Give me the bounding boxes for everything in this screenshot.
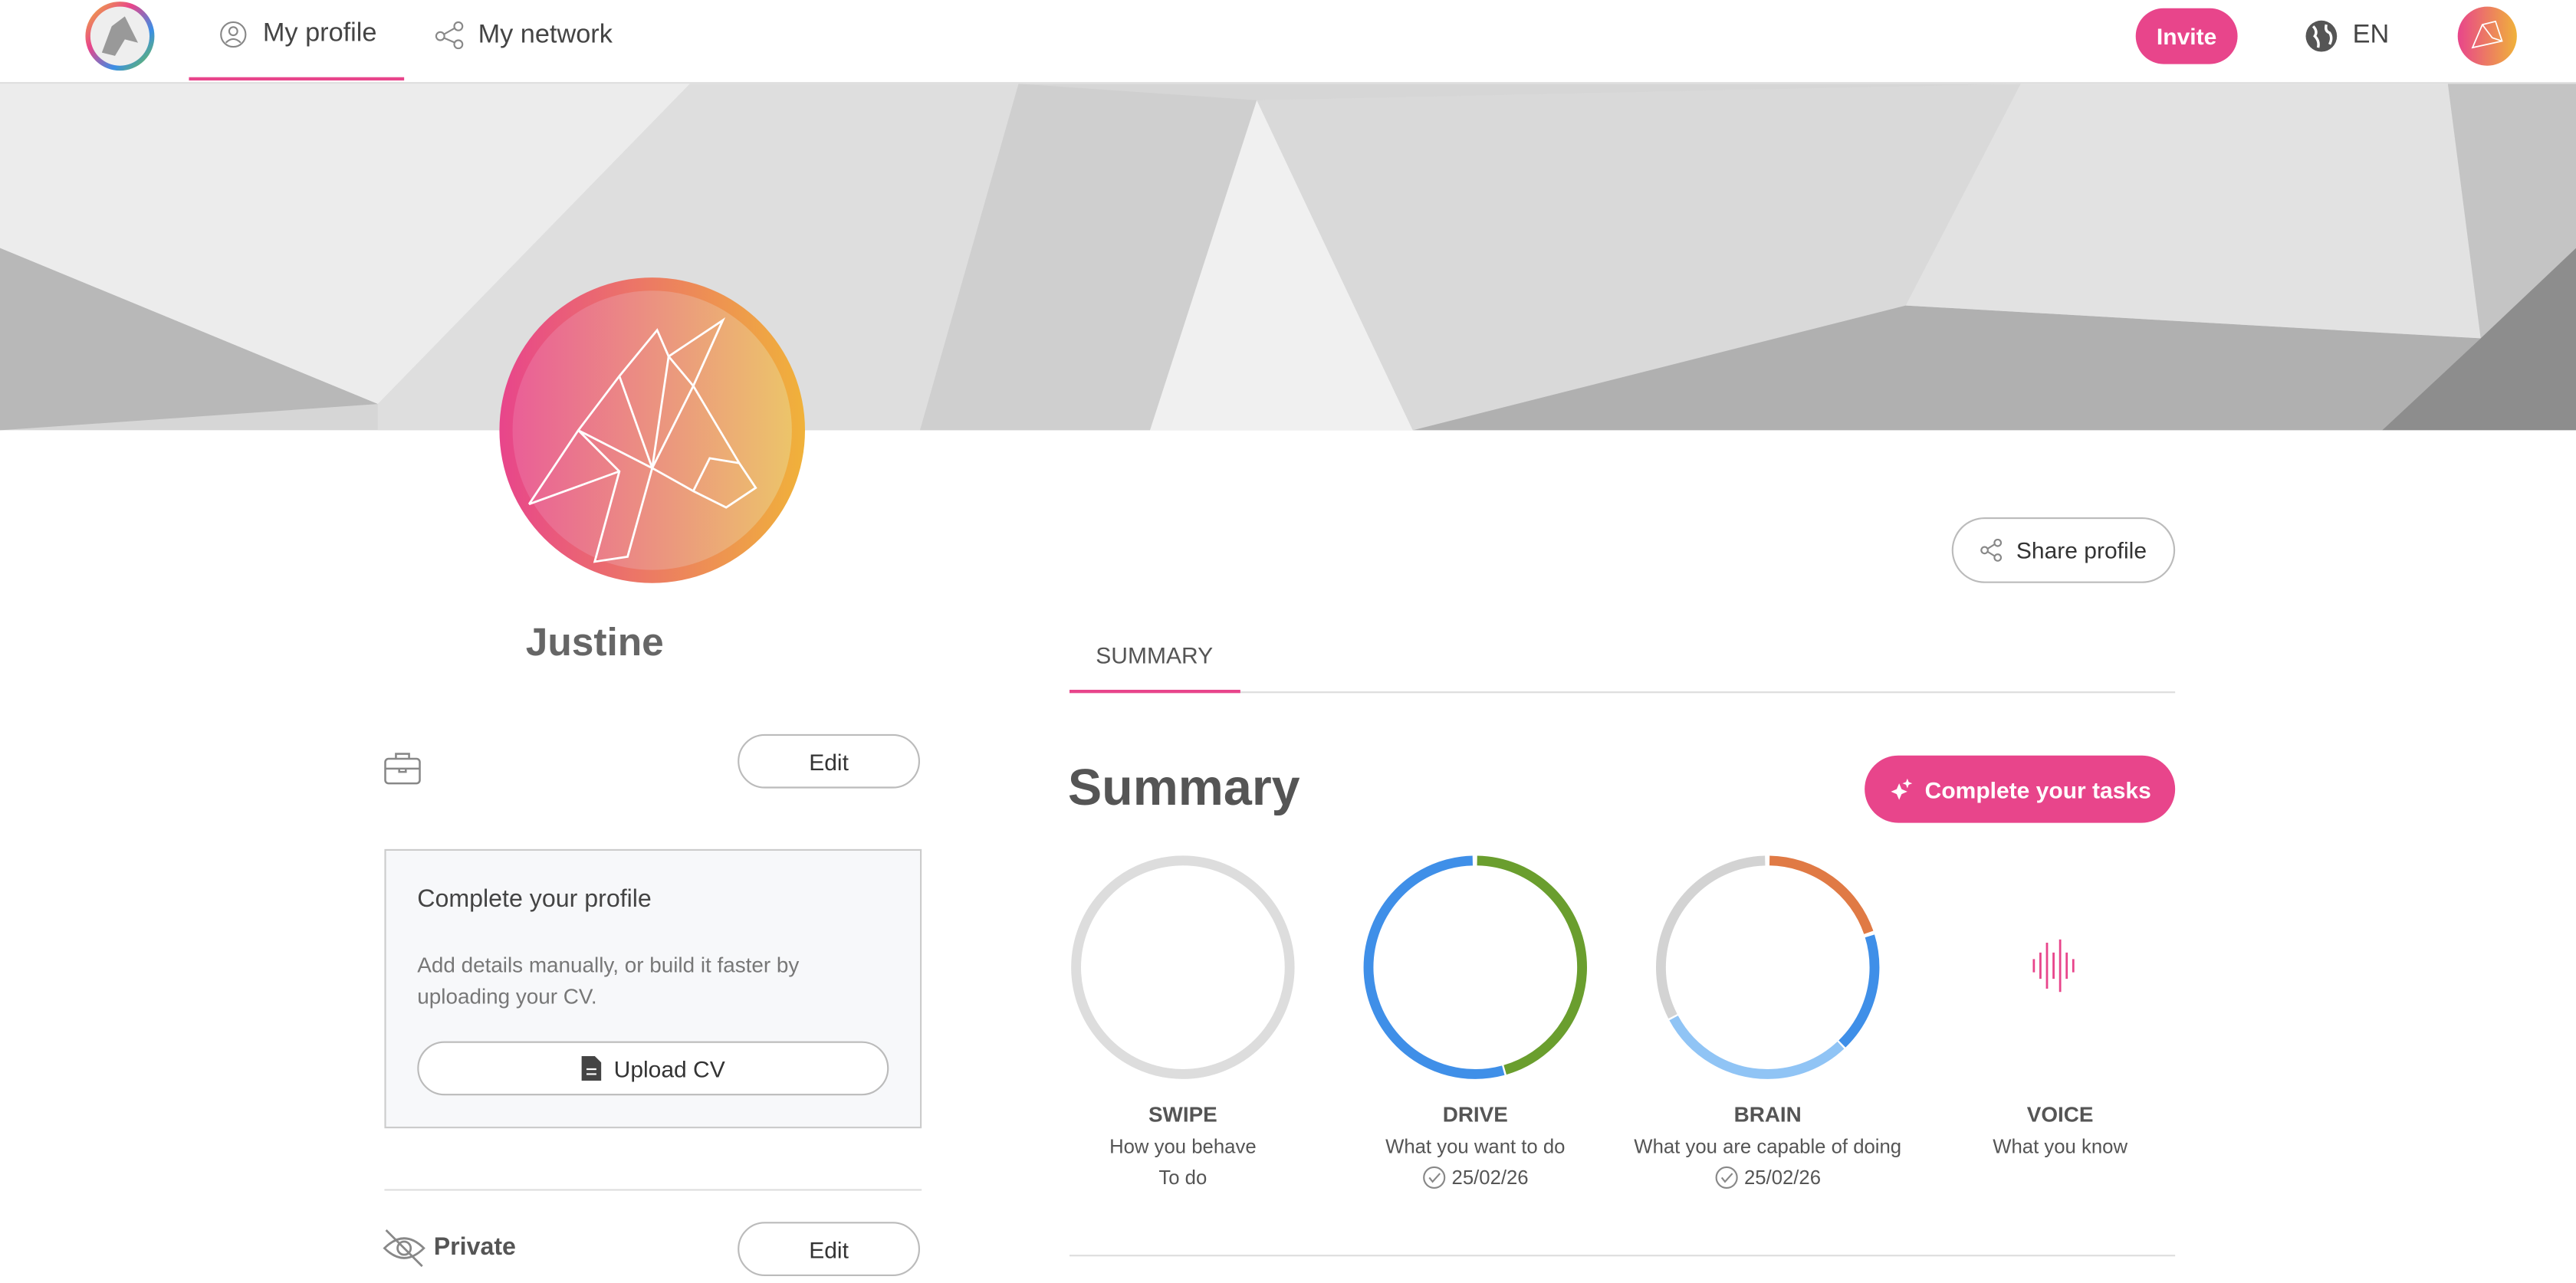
tab[interactable]: SUMMARY: [1096, 642, 1214, 669]
cover-banner: [0, 84, 2576, 431]
edit-button[interactable]: Edit: [738, 1222, 920, 1276]
divider: [1070, 1255, 2176, 1257]
metric-description: What you know: [1993, 1134, 2128, 1158]
metric-description: What you want to do: [1385, 1134, 1566, 1158]
brain-ring[interactable]: [1655, 855, 1880, 1079]
card-description: Add details manually, or build it faster…: [417, 952, 800, 1009]
profile-name: Justine: [525, 621, 664, 665]
metric-name: SWIPE: [1148, 1101, 1217, 1127]
invite-button[interactable]: Invite: [2135, 8, 2238, 64]
profile-avatar[interactable]: [496, 274, 808, 586]
private-label: Private: [433, 1233, 516, 1262]
metric-name: DRIVE: [1442, 1101, 1508, 1127]
drive-ring[interactable]: [1363, 855, 1587, 1079]
metric-date: 25/02/26: [1451, 1166, 1529, 1189]
edit-button[interactable]: Edit: [738, 733, 920, 789]
metric-name: VOICE: [2026, 1101, 2094, 1127]
share-icon: [1980, 538, 2003, 562]
private-icon: [383, 1229, 426, 1268]
upload-cv-button[interactable]: Upload CV: [613, 1055, 725, 1082]
share-profile-button[interactable]: Share profile: [2016, 536, 2147, 563]
user-avatar[interactable]: [2456, 5, 2522, 71]
metric-date: 25/02/26: [1743, 1166, 1822, 1189]
check-icon: [1422, 1166, 1445, 1189]
divider: [384, 1189, 922, 1191]
metric-status: To do: [1158, 1166, 1208, 1189]
sparkle-icon: [1890, 777, 1912, 799]
active-tab-indicator: [1070, 690, 1240, 694]
swipe-ring[interactable]: [1071, 855, 1295, 1079]
document-icon: [580, 1055, 601, 1081]
metric-description: What you are capable of doing: [1634, 1134, 1902, 1158]
nav-tab[interactable]: My profile: [262, 19, 377, 48]
voice-icon[interactable]: [2032, 939, 2075, 993]
section-title: Summary: [1067, 758, 1300, 816]
briefcase-icon: [384, 753, 421, 785]
nav-tab[interactable]: My network: [478, 21, 613, 50]
active-tab-indicator: [189, 77, 405, 80]
profile-icon: [220, 21, 247, 48]
metric-name: BRAIN: [1733, 1101, 1802, 1127]
globe-icon[interactable]: [2305, 20, 2338, 53]
tab-line: [1070, 691, 2176, 694]
summary-rings: [1071, 855, 2075, 1079]
logo[interactable]: [82, 0, 161, 76]
network-icon: [435, 21, 464, 50]
complete-tasks-button[interactable]: Complete your tasks: [1924, 776, 2151, 802]
top-nav: [0, 0, 2576, 84]
card-title: Complete your profile: [417, 885, 652, 914]
language[interactable]: EN: [2352, 21, 2390, 50]
check-icon: [1714, 1166, 1737, 1189]
metric-description: How you behave: [1109, 1134, 1257, 1158]
